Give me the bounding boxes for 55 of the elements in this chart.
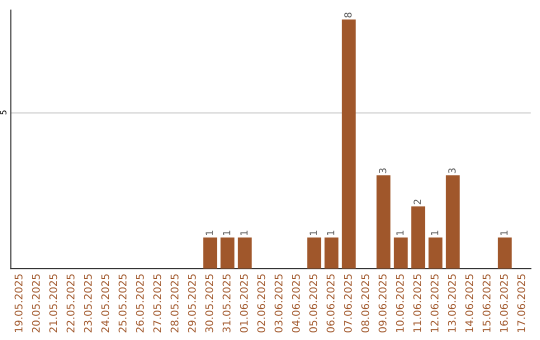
data-label: 1 — [240, 230, 248, 236]
x-tick-label: 15.06.2025 — [482, 274, 491, 332]
x-tick-label: 08.06.2025 — [361, 274, 370, 332]
x-tick-label: 09.06.2025 — [378, 274, 387, 332]
bar — [446, 175, 460, 269]
x-tick-label: 02.06.2025 — [257, 274, 266, 332]
data-label: 1 — [431, 230, 438, 236]
data-label: 1 — [500, 230, 508, 236]
x-tick-label: 13.06.2025 — [448, 274, 456, 332]
x-tick-label: 10.06.2025 — [396, 274, 404, 332]
x-tick-label: 19.05.2025 — [14, 274, 22, 332]
data-label: 8 — [344, 12, 352, 18]
x-tick-label: 03.06.2025 — [274, 274, 282, 332]
bar — [498, 237, 512, 269]
x-tick-label: 06.06.2025 — [326, 274, 334, 332]
x-tick-label: 17.06.2025 — [517, 274, 526, 332]
bar — [203, 237, 218, 269]
x-tick-label: 27.05.2025 — [153, 274, 162, 332]
bar — [342, 20, 356, 269]
data-label: 3 — [378, 168, 386, 174]
data-label: 3 — [448, 168, 456, 174]
bar — [376, 175, 390, 269]
x-tick-label: 31.05.2025 — [222, 274, 230, 332]
data-label: 1 — [396, 230, 404, 236]
data-label: 1 — [206, 230, 213, 236]
bar — [220, 237, 234, 269]
x-tick-label: 26.05.2025 — [136, 274, 144, 332]
x-tick-label: 22.05.2025 — [66, 274, 74, 332]
x-tick-label: 07.06.2025 — [344, 274, 352, 332]
data-label: 1 — [327, 230, 334, 236]
x-tick-label: 24.05.2025 — [101, 274, 110, 332]
data-label: 1 — [223, 230, 230, 236]
bar — [394, 237, 408, 269]
x-tick-label: 20.05.2025 — [32, 274, 40, 332]
x-tick-label: 23.05.2025 — [84, 274, 92, 332]
bar — [428, 237, 442, 269]
x-tick-label: 29.05.2025 — [188, 274, 196, 332]
bar — [411, 206, 426, 269]
x-tick-label: 11.06.2025 — [413, 274, 422, 332]
x-tick-label: 21.05.2025 — [49, 274, 58, 332]
y-tick-label: 5 — [0, 110, 6, 114]
x-tick-label: 16.06.2025 — [500, 274, 508, 332]
bar — [324, 237, 338, 269]
x-tick-label: 04.06.2025 — [292, 274, 300, 332]
x-tick-label: 25.05.2025 — [118, 274, 126, 332]
x-tick-label: 05.06.2025 — [309, 274, 318, 332]
x-tick-label: 30.05.2025 — [205, 274, 214, 332]
bar — [307, 237, 322, 269]
data-label: 2 — [414, 200, 421, 204]
x-tick-label: 28.05.2025 — [170, 274, 178, 332]
x-tick-label: 14.06.2025 — [465, 274, 474, 332]
bar — [238, 237, 252, 269]
x-tick-label: 12.06.2025 — [430, 274, 439, 332]
x-tick-label: 01.06.2025 — [240, 274, 248, 332]
data-label: 1 — [310, 230, 317, 236]
